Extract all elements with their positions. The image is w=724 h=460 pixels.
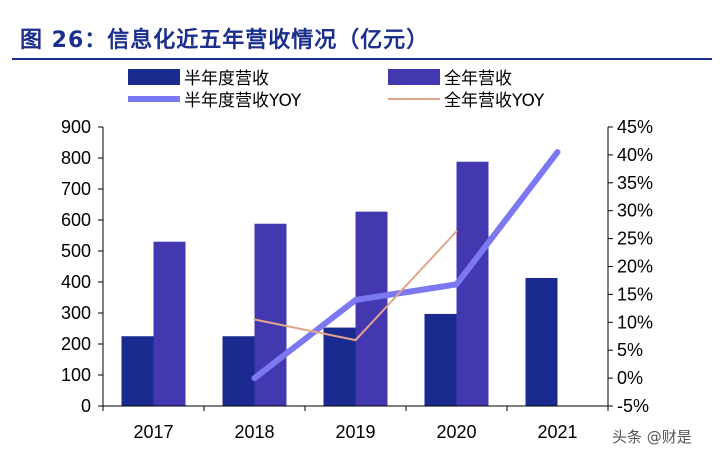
x-axis: 2017 2018 2019 2020 2021 bbox=[102, 405, 609, 442]
bar-full-year-revenue bbox=[355, 211, 388, 406]
bar-full-year-revenue bbox=[456, 161, 489, 406]
x-axis-tick-label: 2020 bbox=[436, 422, 476, 442]
figure-title: 图 26：信息化近五年营收情况（亿元） bbox=[20, 28, 430, 53]
legend-label: 半年度营收YOY bbox=[184, 91, 302, 111]
left-axis-tick-label: 600 bbox=[61, 210, 91, 230]
right-axis-tick-label: 40% bbox=[617, 145, 653, 165]
left-axis-tick-label: 400 bbox=[61, 272, 91, 292]
right-axis-tick-label: 35% bbox=[617, 173, 653, 193]
right-y-axis: -5% 0% 5% 10% 15% 20% 25% 30% 35% 40% 45% bbox=[607, 117, 653, 416]
right-axis-tick-label: 20% bbox=[617, 257, 653, 277]
bar-series bbox=[121, 161, 558, 406]
legend-swatch bbox=[128, 69, 180, 85]
legend-label: 全年营收YOY bbox=[444, 91, 545, 111]
right-axis-tick-label: 25% bbox=[617, 229, 653, 249]
line-full-year-yoy bbox=[253, 230, 458, 342]
x-axis-tick-label: 2019 bbox=[335, 422, 375, 442]
line-half-year-yoy bbox=[251, 149, 561, 382]
x-axis-tick-label: 2021 bbox=[537, 422, 577, 442]
left-axis-tick-label: 700 bbox=[61, 179, 91, 199]
right-axis-tick-label: 0% bbox=[617, 368, 643, 388]
legend-swatch bbox=[388, 69, 440, 85]
left-axis-tick-label: 0 bbox=[81, 396, 91, 416]
right-axis-tick-label: -5% bbox=[617, 396, 649, 416]
watermark-text: 头条 @财是 bbox=[612, 428, 692, 446]
left-axis-tick-label: 800 bbox=[61, 148, 91, 168]
bar-half-year-revenue bbox=[525, 277, 558, 406]
title-divider bbox=[12, 58, 712, 60]
x-axis-tick-label: 2017 bbox=[133, 422, 173, 442]
bar-half-year-revenue bbox=[121, 336, 154, 406]
left-axis-tick-label: 100 bbox=[61, 365, 91, 385]
x-axis-tick-label: 2018 bbox=[234, 422, 274, 442]
right-axis-tick-label: 10% bbox=[617, 312, 653, 332]
bar-half-year-revenue bbox=[222, 336, 255, 406]
legend-label: 全年营收 bbox=[444, 69, 512, 89]
bar-half-year-revenue bbox=[424, 313, 457, 406]
right-axis-tick-label: 5% bbox=[617, 340, 643, 360]
left-axis-tick-label: 500 bbox=[61, 241, 91, 261]
bar-full-year-revenue bbox=[254, 223, 287, 406]
left-axis-tick-label: 300 bbox=[61, 303, 91, 323]
right-axis-tick-label: 15% bbox=[617, 284, 653, 304]
bar-full-year-revenue bbox=[153, 241, 186, 406]
left-axis-tick-label: 200 bbox=[61, 334, 91, 354]
right-axis-tick-label: 45% bbox=[617, 117, 653, 137]
left-axis-tick-label: 900 bbox=[61, 117, 91, 137]
line-series bbox=[251, 149, 561, 382]
left-y-axis: 0 100 200 300 400 500 600 700 800 900 bbox=[61, 117, 104, 416]
bar-half-year-revenue bbox=[323, 327, 356, 406]
right-axis-tick-label: 30% bbox=[617, 201, 653, 221]
legend-label: 半年度营收 bbox=[184, 69, 269, 89]
